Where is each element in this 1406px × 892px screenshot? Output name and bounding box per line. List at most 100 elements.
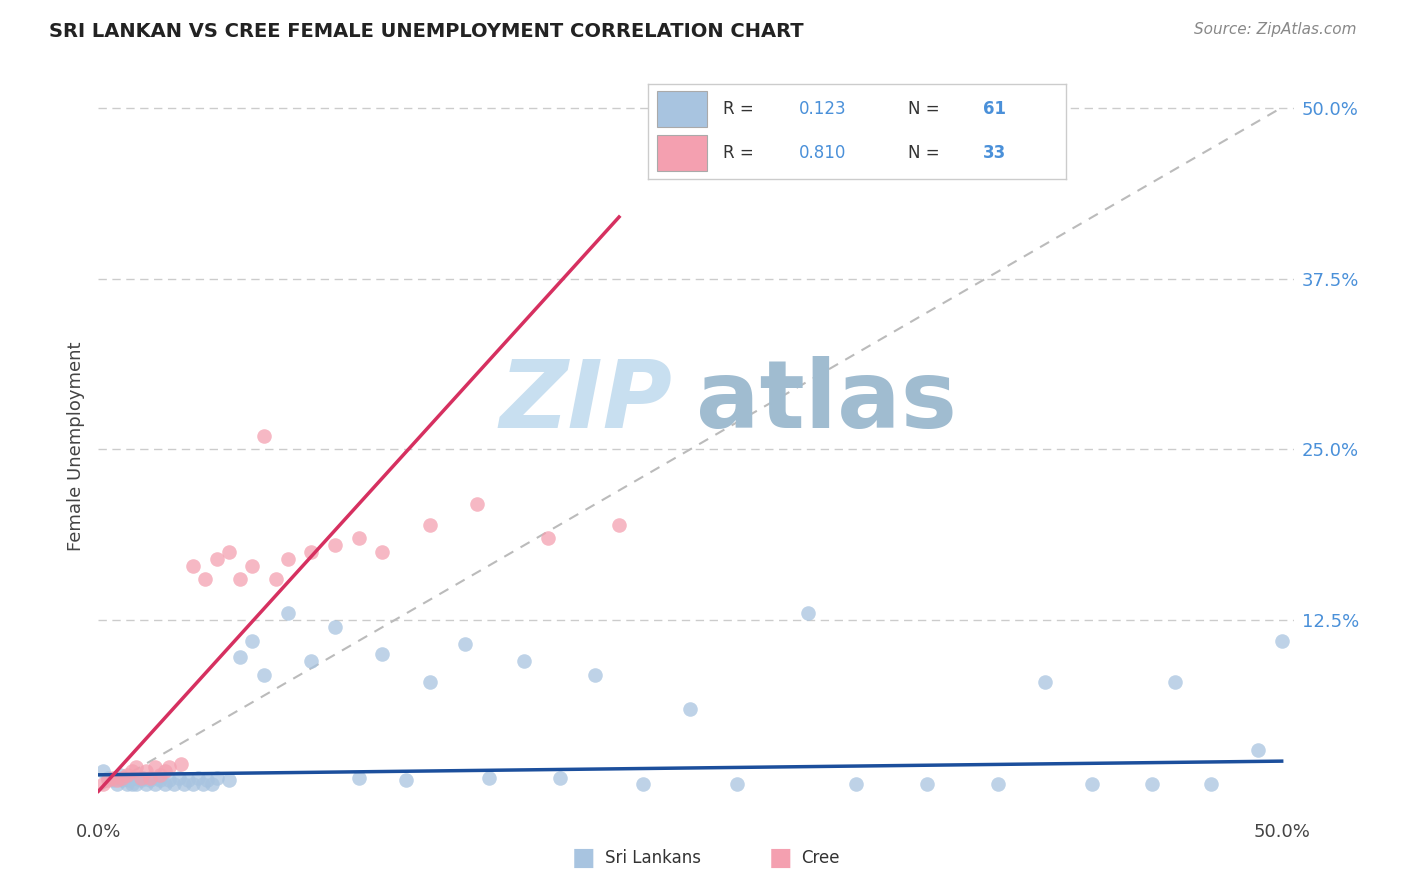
Point	[205, 771, 228, 785]
Point	[1271, 633, 1294, 648]
Point	[218, 545, 240, 559]
Point	[465, 497, 488, 511]
Point	[111, 771, 134, 785]
Point	[371, 545, 394, 559]
Point	[149, 768, 172, 782]
Point	[797, 607, 820, 621]
Point	[105, 773, 128, 788]
Point	[299, 654, 322, 668]
Point	[987, 777, 1010, 791]
Point	[149, 773, 172, 788]
Point	[143, 777, 166, 791]
Point	[1199, 777, 1222, 791]
Point	[132, 771, 155, 785]
Point	[1081, 777, 1104, 791]
Point	[125, 759, 148, 773]
Y-axis label: Female Unemployment: Female Unemployment	[66, 342, 84, 550]
Point	[240, 633, 263, 648]
Point	[139, 771, 162, 785]
Point	[146, 771, 169, 785]
Point	[395, 773, 418, 788]
Point	[253, 668, 276, 682]
Point	[163, 777, 186, 791]
Point	[114, 771, 136, 785]
Point	[229, 650, 252, 665]
Point	[205, 551, 228, 566]
Point	[121, 777, 143, 791]
Point	[97, 771, 120, 785]
Point	[323, 538, 346, 552]
Point	[419, 674, 441, 689]
Point	[167, 771, 190, 785]
Point	[121, 764, 143, 778]
Point	[195, 773, 218, 788]
Point	[194, 572, 217, 586]
Point	[607, 517, 630, 532]
Text: ■: ■	[572, 847, 595, 870]
Point	[129, 773, 152, 788]
Point	[181, 558, 204, 573]
Point	[240, 558, 263, 573]
Point	[218, 773, 240, 788]
Point	[91, 777, 114, 791]
Point	[323, 620, 346, 634]
Point	[139, 773, 162, 788]
Point	[181, 777, 204, 791]
Text: ■: ■	[769, 847, 792, 870]
Point	[101, 771, 124, 785]
Point	[229, 572, 252, 586]
Point	[478, 771, 501, 785]
Point	[173, 777, 195, 791]
Text: SRI LANKAN VS CREE FEMALE UNEMPLOYMENT CORRELATION CHART: SRI LANKAN VS CREE FEMALE UNEMPLOYMENT C…	[49, 22, 804, 41]
Point	[111, 773, 134, 788]
Point	[1164, 674, 1187, 689]
Point	[125, 777, 148, 791]
Text: ZIP: ZIP	[499, 356, 672, 448]
Point	[1033, 674, 1056, 689]
Point	[277, 607, 299, 621]
Point	[1140, 777, 1163, 791]
Point	[347, 771, 370, 785]
Text: atlas: atlas	[696, 356, 957, 448]
Point	[115, 768, 138, 782]
Point	[513, 654, 536, 668]
Text: Sri Lankans: Sri Lankans	[605, 849, 700, 867]
Point	[253, 429, 276, 443]
Point	[347, 531, 370, 545]
Point	[122, 771, 145, 785]
Point	[201, 777, 224, 791]
Point	[264, 572, 287, 586]
Point	[157, 773, 180, 788]
Point	[679, 702, 702, 716]
Text: Source: ZipAtlas.com: Source: ZipAtlas.com	[1194, 22, 1357, 37]
Point	[187, 771, 209, 785]
Point	[583, 668, 606, 682]
Point	[115, 777, 138, 791]
Point	[419, 517, 441, 532]
Point	[118, 773, 141, 788]
Text: Cree: Cree	[801, 849, 839, 867]
Point	[915, 777, 938, 791]
Point	[101, 773, 124, 788]
Point	[91, 764, 114, 778]
Point	[143, 759, 166, 773]
Point	[135, 764, 157, 778]
Point	[371, 648, 394, 662]
Point	[129, 771, 152, 785]
Point	[631, 777, 654, 791]
Point	[153, 777, 176, 791]
Point	[277, 551, 299, 566]
Point	[454, 636, 477, 650]
Point	[170, 756, 193, 771]
Point	[108, 768, 131, 782]
Point	[537, 531, 560, 545]
Point	[153, 764, 176, 778]
Point	[1247, 743, 1270, 757]
Point	[105, 777, 128, 791]
Point	[548, 771, 571, 785]
Point	[299, 545, 322, 559]
Point	[135, 777, 157, 791]
Point	[191, 777, 214, 791]
Point	[97, 773, 120, 788]
Point	[157, 759, 180, 773]
